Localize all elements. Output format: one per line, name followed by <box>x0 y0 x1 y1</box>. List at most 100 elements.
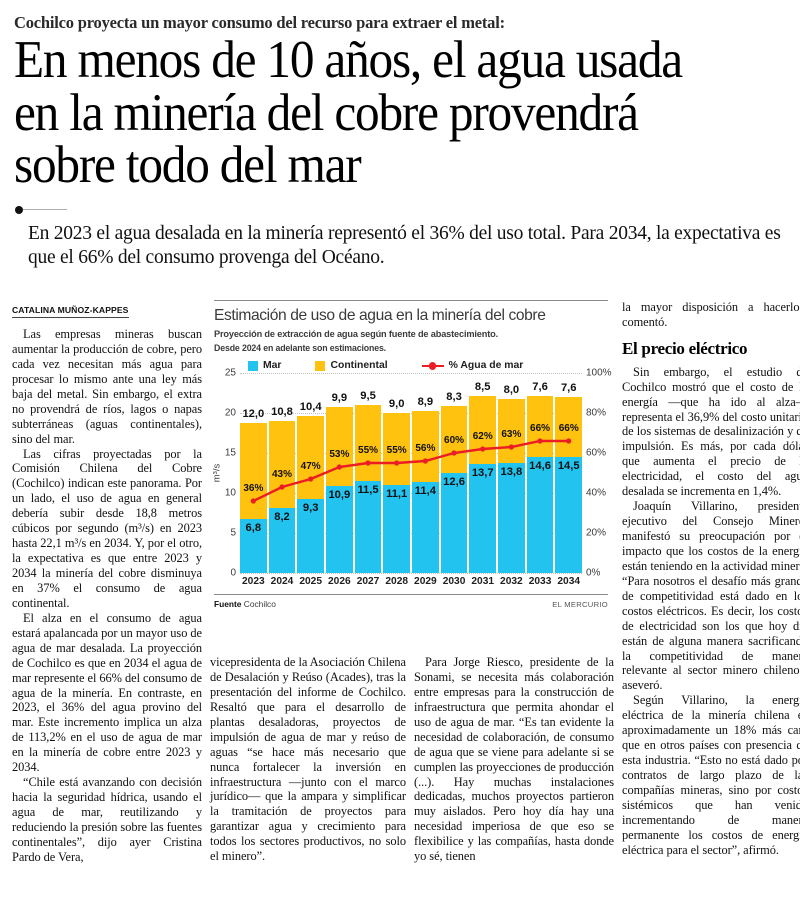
bar-label-mar: 11,4 <box>414 485 436 498</box>
x-tick-label: 2027 <box>356 576 380 588</box>
gridline <box>240 413 582 415</box>
chart-source-label: Fuente <box>214 599 242 610</box>
bar-label-continental: 10,4 <box>299 400 322 413</box>
bar-segment-continental <box>412 410 439 483</box>
paragraph: Joaquín Villarino, presidente ejecutivo … <box>622 499 800 693</box>
x-tick-label: 2033 <box>528 576 552 588</box>
x-tick-label: 2024 <box>270 576 294 588</box>
bar-segment-continental <box>297 415 325 499</box>
y-tick-right: 0% <box>586 567 601 579</box>
stacked-bar <box>354 405 382 574</box>
bar-label-continental: 7,6 <box>560 381 577 394</box>
legend-line-marker-icon <box>421 361 444 371</box>
bar-group: 10,8 8,2 43% <box>268 373 296 574</box>
line-point-marker <box>537 438 543 444</box>
chart-line-series <box>250 438 572 504</box>
x-tick-label: 2034 <box>557 576 581 588</box>
line-point-label: 66% <box>530 423 551 435</box>
bar-segment-continental <box>440 406 468 473</box>
bar-segment-continental <box>354 405 382 482</box>
y-axis-right: 0% 20% 40% 60% 80% 100% <box>582 368 612 579</box>
y-tick-right: 40% <box>586 487 607 499</box>
chart-source-value: Cochilco <box>243 599 276 610</box>
paragraph: Las empresas mineras buscan aumentar la … <box>12 327 202 446</box>
stacked-bar <box>498 398 525 574</box>
line-point-label: 66% <box>558 423 579 435</box>
bar-label-continental: 7,6 <box>532 380 548 393</box>
line-point-marker <box>279 484 285 490</box>
bar-group: 7,6 14,6 66% <box>526 373 554 574</box>
chart-legend: Mar Continental % Agua de mar <box>248 360 608 371</box>
chart-bars: 12,0 6,8 36% 10,8 8,2 43% 10,4 9,3 47% 9,9 10,9 53%… <box>240 373 583 574</box>
line-point-marker <box>365 460 371 466</box>
bar-group: 7,6 14,5 66% <box>555 373 583 574</box>
bar-group: 8,3 12,6 60% <box>440 373 468 574</box>
legend-item-mar: Mar <box>248 360 281 371</box>
chart-title: Estimación de uso de agua en la minería … <box>214 307 546 324</box>
bar-label-continental: 9,5 <box>360 390 376 403</box>
byline: CATALINA MUÑOZ-KAPPES <box>12 305 129 318</box>
y-tick-right: 80% <box>586 407 607 419</box>
stacked-bar <box>268 421 296 574</box>
body-column-2: vicepresidenta de la Asociación Chilena … <box>210 300 406 914</box>
paragraph: Las cifras proyectadas por la Comisión C… <box>12 446 202 610</box>
paragraph: vicepresidenta de la Asociación Chilena … <box>210 655 406 864</box>
bar-label-continental: 12,0 <box>242 407 265 420</box>
chart-footer: Fuente Cochilco EL MERCURIO <box>214 594 608 609</box>
paragraph: El alza en el consumo de agua estará apa… <box>12 610 202 775</box>
x-tick-label: 2026 <box>328 576 351 588</box>
bar-label-mar: 14,6 <box>529 459 551 472</box>
stacked-bar <box>297 415 325 574</box>
bar-segment-mar <box>383 484 411 574</box>
bar-label-mar: 12,6 <box>443 475 465 488</box>
stacked-bar <box>526 395 554 574</box>
bar-group: 9,5 11,5 55% <box>354 373 382 574</box>
chart-plot-area: m³/s 0 5 10 15 20 25 0% 20% 40% 60% 80% 100% 12,0 6… <box>212 368 612 579</box>
bar-segment-mar <box>354 481 382 574</box>
bar-label-continental: 8,0 <box>503 383 520 396</box>
bar-segment-mar <box>555 457 583 574</box>
x-tick-label: 2032 <box>500 576 523 588</box>
bar-segment-continental <box>498 398 525 463</box>
chart-credit: EL MERCURIO <box>552 600 608 610</box>
bar-label-continental: 8,5 <box>474 380 491 393</box>
line-point-marker <box>394 460 400 466</box>
line-path <box>253 441 568 501</box>
bar-segment-mar <box>240 518 267 574</box>
bar-label-continental: 8,9 <box>417 395 434 408</box>
paragraph: “Chile está avanzando con decisión hacia… <box>12 775 202 864</box>
legend-swatch-mar-icon <box>248 360 258 371</box>
bar-group: 9,9 10,9 53% <box>326 373 353 574</box>
stacked-bar <box>469 395 497 574</box>
bar-group: 8,9 11,4 56% <box>412 373 439 574</box>
bar-label-mar: 13,7 <box>471 466 494 479</box>
page-title: En menos de 10 años, el agua usada en la… <box>14 31 683 195</box>
legend-swatch-continental-icon <box>315 360 326 371</box>
line-point-marker <box>250 498 256 504</box>
line-point-marker <box>480 446 486 452</box>
decorative-rule <box>15 205 788 214</box>
y-tick-left: 0 <box>230 567 236 579</box>
bar-segment-mar <box>498 462 525 574</box>
x-tick-label: 2028 <box>385 576 409 588</box>
line-point-label: 55% <box>386 445 407 457</box>
bar-segment-mar <box>326 486 353 574</box>
legend-item-continental: Continental <box>315 360 388 372</box>
line-point-label: 56% <box>415 443 436 455</box>
legend-label-mar: Mar <box>263 360 282 372</box>
bar-group: 8,5 13,7 62% <box>469 373 497 574</box>
article-kicker: Cochilco proyecta un mayor consumo del r… <box>14 13 505 32</box>
stacked-bar <box>555 396 583 574</box>
x-tick-label: 2030 <box>442 576 466 588</box>
article-body-grid: CATALINA MUÑOZ-KAPPES Las empresas miner… <box>12 300 800 914</box>
line-point-label: 36% <box>243 483 264 495</box>
paragraph: Sin embargo, el estudio de Cochilco most… <box>622 364 800 499</box>
bar-segment-continental <box>526 395 554 457</box>
section-subhead-electric: El precio eléctrico <box>622 338 748 358</box>
stacked-bar <box>440 406 468 574</box>
y-tick-left: 15 <box>224 447 236 459</box>
line-point-label: 53% <box>329 449 350 461</box>
stacked-bar <box>383 412 411 574</box>
legend-label-continental: Continental <box>330 360 388 372</box>
